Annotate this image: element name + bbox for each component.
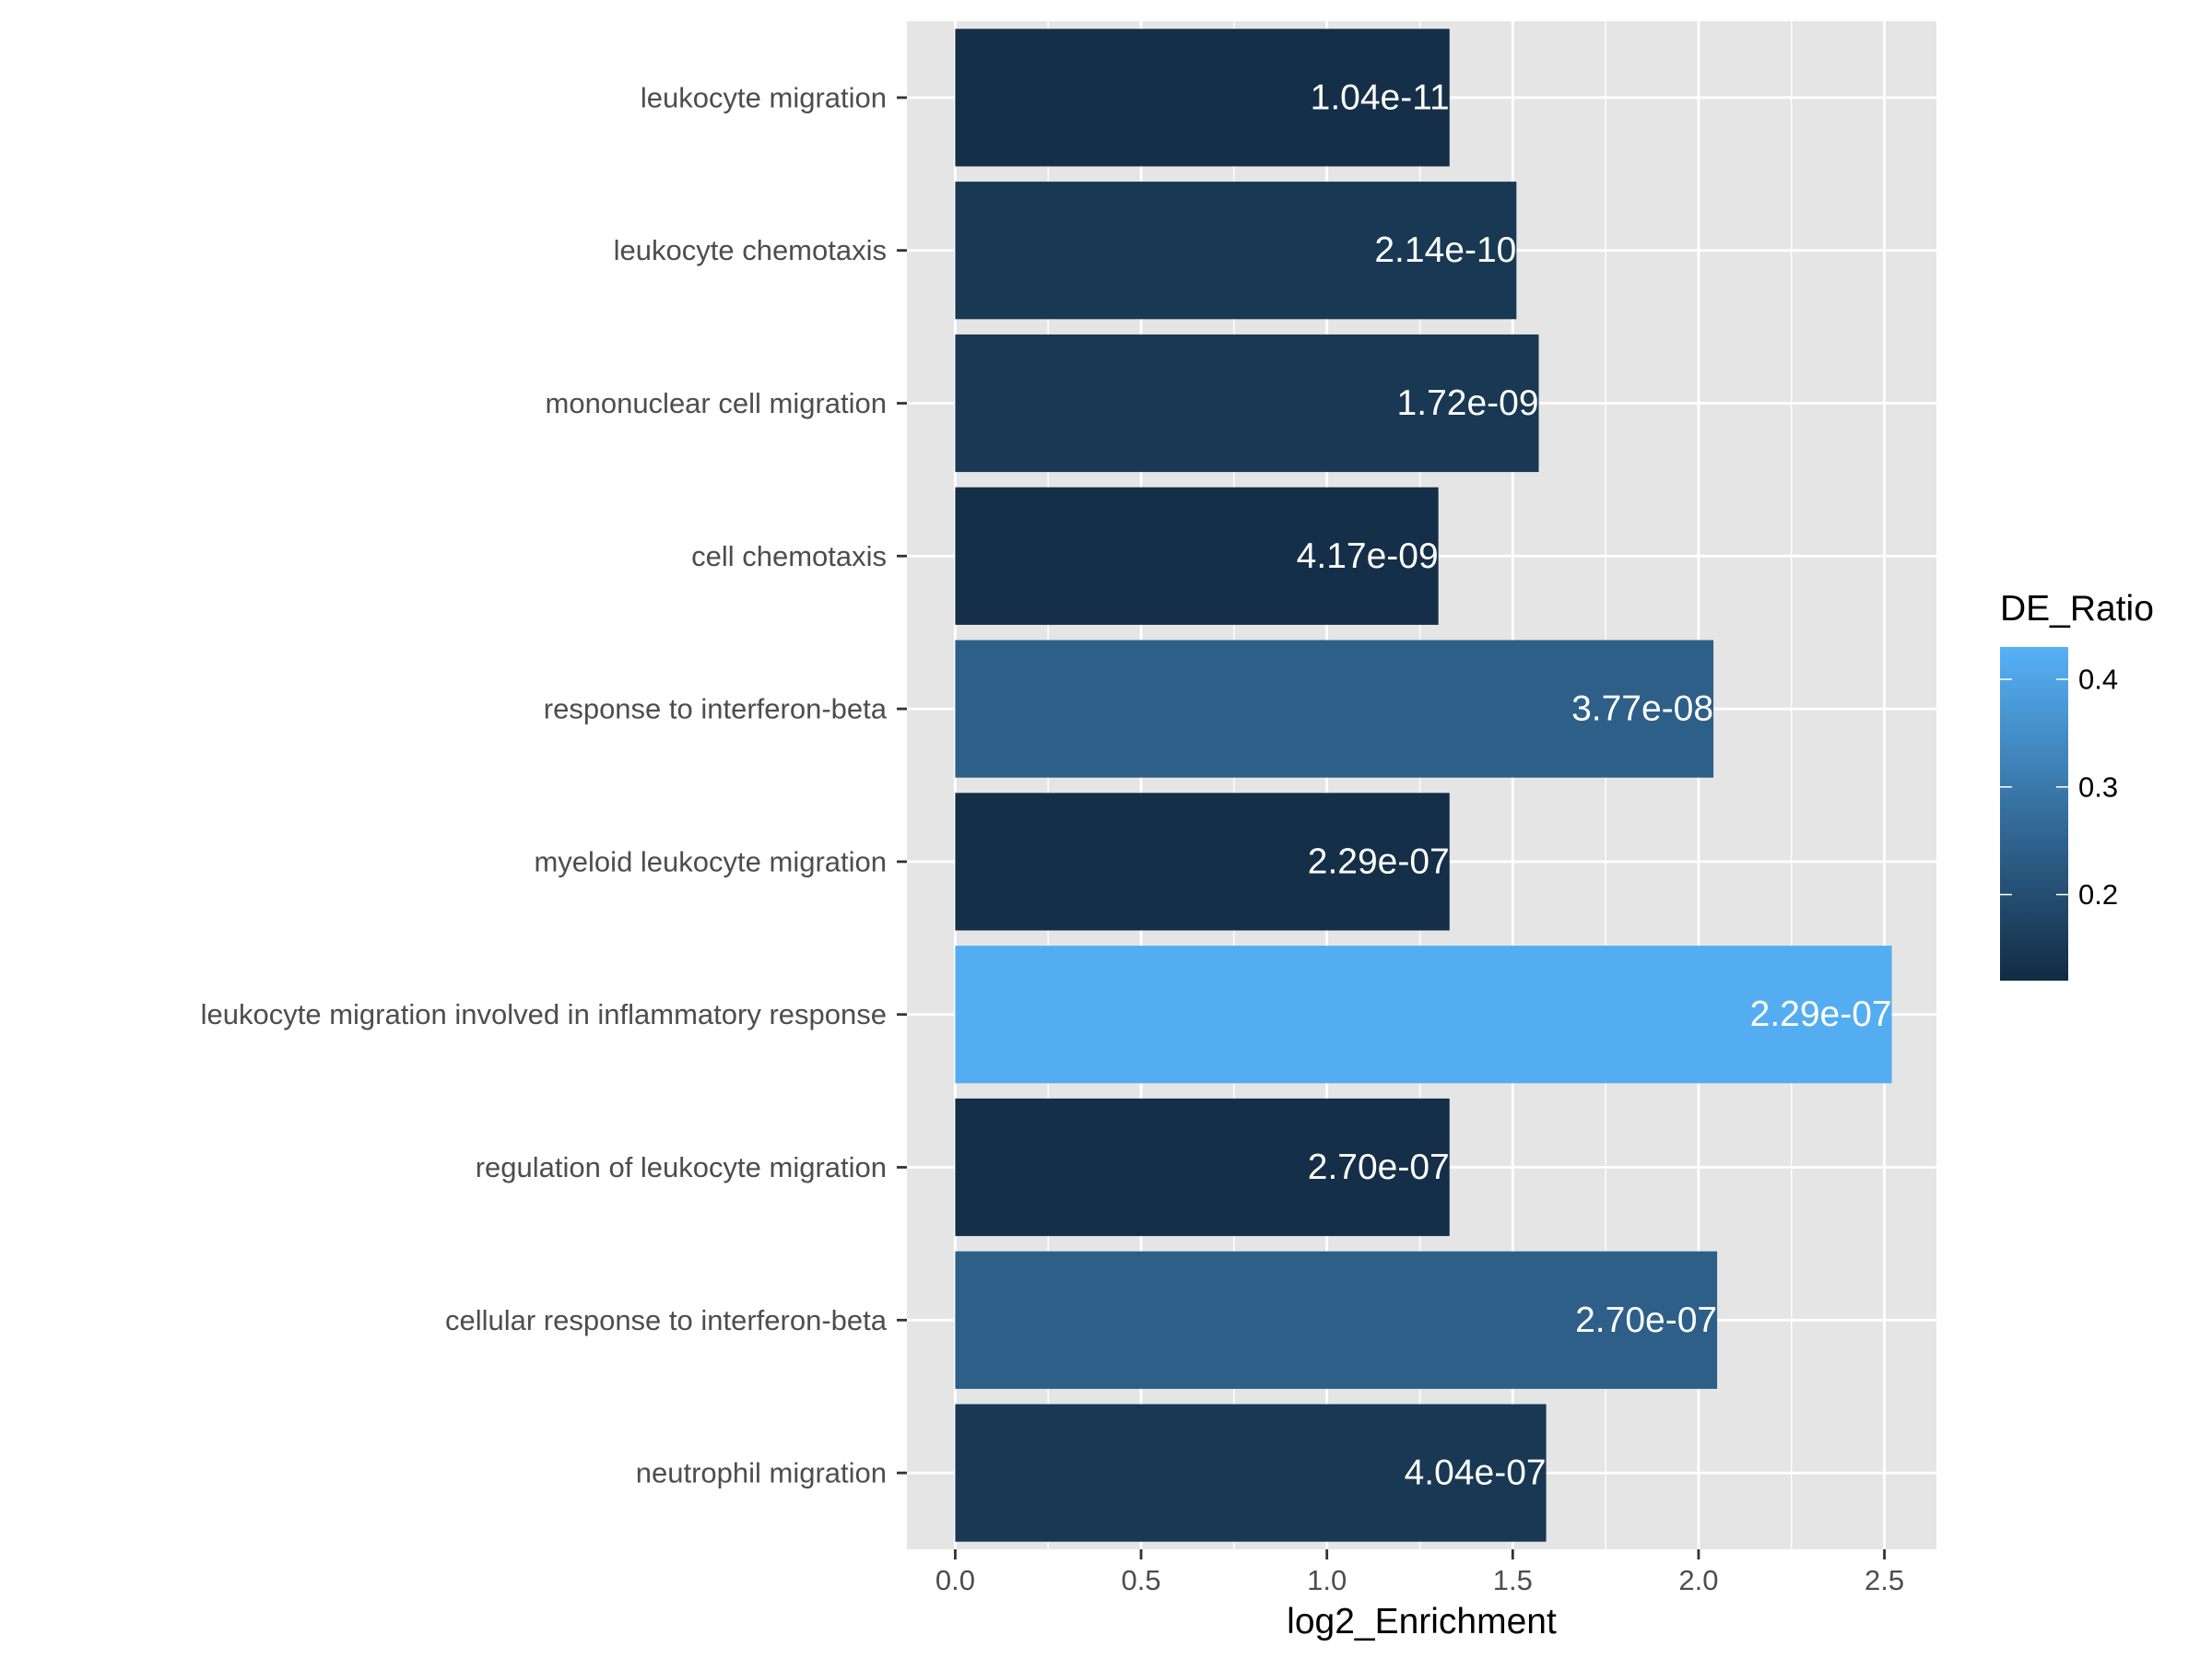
bar — [955, 29, 1450, 167]
y-tick-label: mononuclear cell migration — [546, 387, 887, 419]
x-tick-label: 2.0 — [1678, 1564, 1718, 1596]
bar — [955, 487, 1439, 625]
legend-ticks: 0.2 0.3 0.4 — [2000, 664, 2118, 911]
x-axis-title: log2_Enrichment — [1287, 1602, 1557, 1641]
bars — [955, 29, 1892, 1542]
bar — [955, 1251, 1718, 1389]
bar-value-label: 2.29e-07 — [1308, 841, 1450, 881]
x-tick-label: 0.0 — [935, 1564, 975, 1596]
y-tick-label: cell chemotaxis — [691, 540, 887, 572]
y-tick-label: cellular response to interferon-beta — [445, 1304, 888, 1336]
bar-value-label: 1.04e-11 — [1311, 77, 1450, 117]
bar-value-label: 2.29e-07 — [1750, 994, 1892, 1034]
legend: DE_Ratio 0.2 0.3 0.4 — [2000, 589, 2154, 981]
bar-value-label: 2.70e-07 — [1575, 1300, 1717, 1340]
legend-tick-label: 0.3 — [2078, 771, 2118, 803]
x-tick-label: 1.5 — [1493, 1564, 1533, 1596]
bar — [955, 334, 1539, 473]
y-axis: leukocyte migration leukocyte chemotaxis m… — [201, 81, 907, 1489]
bar — [955, 793, 1450, 931]
y-tick-label: leukocyte migration — [641, 81, 887, 113]
bar — [955, 946, 1892, 1084]
legend-tick-label: 0.4 — [2078, 664, 2118, 696]
bar-value-label: 2.70e-07 — [1308, 1147, 1450, 1187]
bar — [955, 1098, 1450, 1237]
bar-value-label: 2.14e-10 — [1374, 230, 1516, 270]
x-tick-label: 2.5 — [1865, 1564, 1904, 1596]
bar — [955, 182, 1517, 320]
bar-value-label: 1.72e-09 — [1397, 383, 1539, 423]
bar-value-label: 3.77e-08 — [1571, 689, 1713, 729]
bar-value-labels: 1.04e-11 2.14e-10 1.72e-09 4.17e-09 3.77e-08… — [1297, 77, 1892, 1492]
y-tick-label: neutrophil migration — [636, 1457, 887, 1489]
x-axis: 0.0 0.5 1.0 1.5 2.0 2.5 — [935, 1549, 1904, 1596]
x-tick-label: 1.0 — [1307, 1564, 1347, 1596]
bar-value-label: 4.04e-07 — [1405, 1453, 1547, 1493]
legend-title: DE_Ratio — [2000, 589, 2154, 629]
y-tick-label: leukocyte migration involved in inflamma… — [201, 998, 887, 1030]
legend-tick-label: 0.2 — [2078, 878, 2118, 911]
bar — [955, 1404, 1547, 1542]
bar-value-label: 4.17e-09 — [1297, 536, 1439, 576]
y-tick-label: response to interferon-beta — [544, 693, 888, 725]
bar — [955, 640, 1714, 778]
x-tick-label: 0.5 — [1121, 1564, 1160, 1596]
y-tick-label: myeloid leukocyte migration — [534, 845, 887, 877]
legend-colorbar — [2000, 647, 2068, 981]
y-tick-label: leukocyte chemotaxis — [614, 234, 887, 266]
y-tick-label: regulation of leukocyte migration — [476, 1151, 887, 1183]
